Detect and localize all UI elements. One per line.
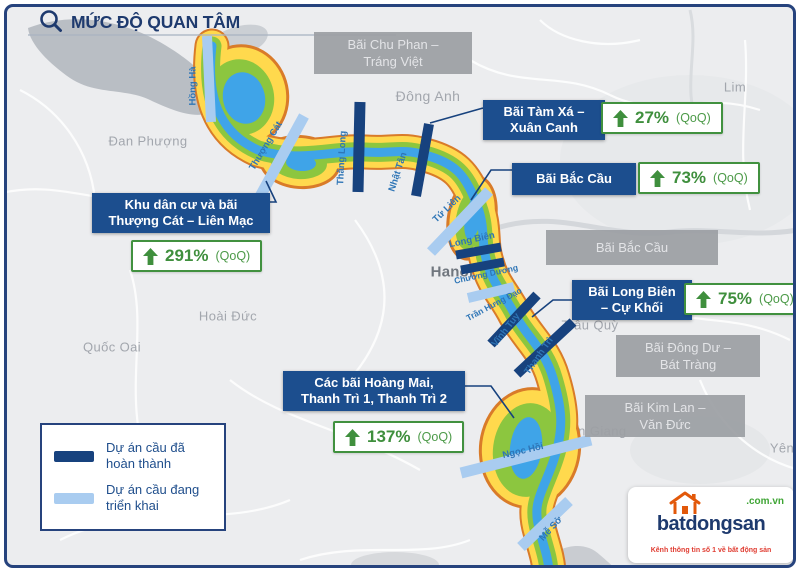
stat-value: 73% bbox=[672, 168, 707, 187]
stat-long-bien: 75% (QoQ) bbox=[684, 283, 796, 315]
up-arrow-icon bbox=[143, 247, 158, 265]
bridge-tu-lien bbox=[427, 187, 493, 256]
bridge-label-thanh-tri: Thanh Trì bbox=[522, 335, 556, 377]
legend-swatch-in-progress bbox=[54, 492, 94, 504]
river-layer bbox=[193, 28, 593, 568]
callout-thuong-cat: Khu dân cư và bãi Thượng Cát – Liên Mạc bbox=[92, 193, 270, 233]
legend-label: Dự án cầu đang triển khai bbox=[106, 482, 200, 513]
callout-line: Khu dân cư và bãi bbox=[124, 197, 238, 212]
bridge-hong-ha bbox=[202, 35, 216, 123]
bridge-label-vinh-tuy: Vĩnh Tuy bbox=[489, 311, 523, 349]
legend-item-completed: Dự án cầu đã hoàn thành bbox=[54, 440, 212, 472]
stat-suffix: (QoQ) bbox=[759, 292, 794, 306]
area-label-bac-cau: Bãi Bắc Cầu bbox=[546, 230, 718, 265]
stat-thuong-cat: 291% (QoQ) bbox=[131, 240, 263, 272]
page-title: MỨC ĐỘ QUAN TÂM bbox=[71, 11, 241, 32]
area-label-kim-lan: Bãi Kim Lan – Văn Đức bbox=[585, 395, 745, 437]
map-area: Đan Phượng Đông Anh Lim Hoài Đức Quốc Oa… bbox=[4, 4, 796, 568]
bridge-label-long-bien: Long Biên bbox=[448, 229, 496, 251]
logo-tagline: Kênh thông tin số 1 về bất động sản bbox=[650, 547, 772, 554]
legend: Dự án cầu đã hoàn thành Dự án cầu đang t… bbox=[40, 423, 226, 531]
area-label-line: Văn Đức bbox=[639, 417, 691, 432]
legend-swatch-completed bbox=[54, 450, 94, 462]
bridge-label-me-so: Mễ Sở bbox=[537, 514, 565, 544]
area-label-dong-du: Bãi Đông Dư – Bát Tràng bbox=[616, 335, 760, 377]
area-label-chu-phan: Bãi Chu Phan – Tráng Việt bbox=[314, 32, 472, 74]
batdongsan-logo: .com.vn batdongsan Kênh thông tin số 1 v… bbox=[628, 487, 794, 563]
legend-label: Dự án cầu đã hoàn thành bbox=[106, 440, 185, 471]
bridge-label-chuong-duong: Chương Dương bbox=[453, 262, 519, 286]
header: MỨC ĐỘ QUAN TÂM bbox=[39, 9, 240, 35]
bridge-nhat-tan bbox=[411, 123, 434, 197]
area-label-line: Bãi Kim Lan – bbox=[624, 400, 706, 415]
up-arrow-icon bbox=[345, 428, 360, 446]
area-label-line: Tráng Việt bbox=[363, 54, 423, 69]
stat-value: 137% bbox=[367, 427, 411, 446]
title-underline bbox=[28, 34, 396, 36]
bridge-tran-hung-dao bbox=[466, 282, 516, 303]
callout-line: Các bãi Hoàng Mai, bbox=[314, 375, 434, 390]
bridge-label-thang-long: Thăng Long bbox=[335, 130, 349, 186]
logo-domain: .com.vn bbox=[746, 496, 784, 507]
map-gray-area bbox=[28, 19, 218, 115]
bridge-thanh-tri bbox=[513, 318, 577, 378]
area-label-line: Bãi Đông Dư – bbox=[644, 340, 732, 355]
bridge-vinh-tuy bbox=[487, 291, 541, 348]
stat-value: 27% bbox=[635, 108, 670, 127]
callout-line: Thượng Cát – Liên Mạc bbox=[108, 213, 254, 228]
callout-hoang-mai: Các bãi Hoàng Mai, Thanh Trì 1, Thanh Tr… bbox=[283, 371, 465, 411]
house-icon bbox=[669, 491, 701, 514]
bridge-label-nhat-tan: Nhật Tân bbox=[386, 150, 410, 194]
map-patch bbox=[351, 552, 439, 568]
callout-line: – Cự Khối bbox=[600, 300, 664, 315]
places-layer: Đan Phượng Đông Anh Lim Hoài Đức Quốc Oa… bbox=[4, 4, 796, 568]
stat-tam-xa: 27% (QoQ) bbox=[601, 102, 723, 134]
callout-bac-cau: Bãi Bắc Cầu bbox=[512, 163, 636, 195]
stat-bac-cau: 73% (QoQ) bbox=[638, 162, 760, 194]
overlay-layer: MỨC ĐỘ QUAN TÂM Bãi Chu Phan – Tráng Việ… bbox=[4, 4, 796, 568]
callout-tam-xa: Bãi Tàm Xá – Xuân Canh bbox=[483, 100, 605, 140]
area-label-line: Bát Tràng bbox=[659, 357, 717, 372]
stat-value: 75% bbox=[718, 289, 753, 308]
area-label-line: Bãi Bắc Cầu bbox=[595, 240, 669, 255]
up-arrow-icon bbox=[696, 290, 711, 308]
callout-line: Xuân Canh bbox=[510, 120, 578, 135]
callout-line: Thanh Trì 1, Thanh Trì 2 bbox=[301, 391, 447, 406]
place-quoc-oai: Quốc Oai bbox=[82, 339, 142, 355]
bridge-thang-long bbox=[352, 101, 366, 193]
stat-suffix: (QoQ) bbox=[215, 249, 251, 263]
bridge-label-hong-ha: Hồng Hà bbox=[187, 66, 199, 106]
callout-line: Bãi Bắc Cầu bbox=[536, 171, 612, 186]
area-label-line: Bãi Chu Phan – bbox=[347, 37, 439, 52]
bridge-chuong-duong bbox=[460, 257, 505, 275]
stat-suffix: (QoQ) bbox=[676, 111, 711, 125]
bridge-label-tu-lien: Tứ Liên bbox=[430, 192, 464, 226]
up-arrow-icon bbox=[650, 169, 665, 187]
search-icon bbox=[40, 10, 62, 32]
bridge-label-ngoc-hoi: Ngọc Hồi bbox=[501, 440, 545, 462]
bridge-me-so bbox=[517, 497, 573, 551]
logo-brand: batdongsan bbox=[656, 513, 766, 535]
callout-long-bien: Bãi Long Biên – Cự Khối bbox=[572, 280, 692, 320]
stat-suffix: (QoQ) bbox=[713, 171, 748, 185]
place-trau-quy: Trâu Quỳ bbox=[561, 317, 619, 333]
bridge-label-thuong-cat: Thượng Cát bbox=[247, 119, 285, 173]
callout-line: Bãi Tàm Xá – bbox=[503, 104, 585, 119]
place-lim: Lim bbox=[723, 79, 747, 95]
legend-item-in-progress: Dự án cầu đang triển khai bbox=[54, 482, 212, 514]
place-dong-anh: Đông Anh bbox=[395, 88, 461, 104]
stat-hoang-mai: 137% (QoQ) bbox=[333, 421, 465, 453]
stat-value: 291% bbox=[165, 246, 209, 265]
up-arrow-icon bbox=[613, 109, 628, 127]
place-hoai-duc: Hoài Đức bbox=[198, 308, 258, 324]
place-yen: Yên bbox=[769, 440, 795, 456]
place-dan-phuong: Đan Phượng bbox=[108, 133, 188, 149]
callout-line: Bãi Long Biên bbox=[588, 284, 676, 299]
bridges-completed bbox=[352, 101, 577, 378]
stat-suffix: (QoQ) bbox=[417, 430, 453, 444]
bridge-ngoc-hoi bbox=[459, 434, 593, 479]
bridge-long-bien bbox=[455, 242, 502, 260]
